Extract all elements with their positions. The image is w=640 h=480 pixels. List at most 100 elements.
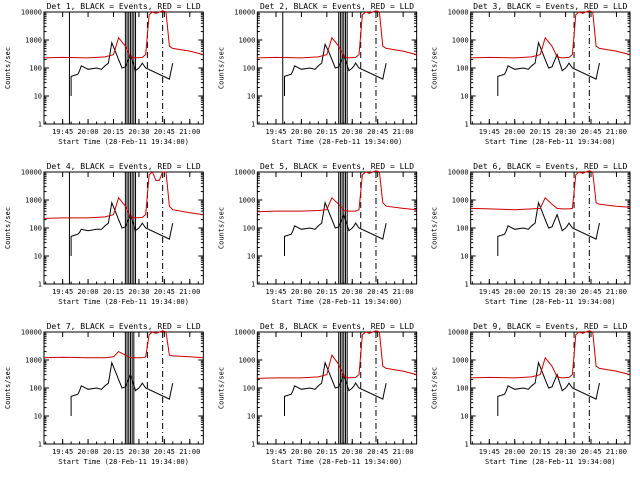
x-tick-label: 19:45 xyxy=(479,448,500,456)
y-tick-label: 10000 xyxy=(21,169,42,177)
plot-frame xyxy=(256,331,418,445)
y-tick-label: 1000 xyxy=(25,37,42,45)
series-lld-line xyxy=(43,171,204,219)
x-tick-label: 20:45 xyxy=(580,128,601,136)
plot-frame xyxy=(256,171,418,285)
plot-frame xyxy=(470,331,631,445)
x-tick-label: 19:45 xyxy=(479,128,500,136)
x-tick-label: 20:45 xyxy=(154,288,175,296)
panel-det-4: Det 4, BLACK = Events, RED = LLD 1 10 100 10… xyxy=(4,162,204,306)
x-tick-label: 20:00 xyxy=(78,128,99,136)
x-axis-label: Start Time (28-Feb-11 19:34:00) xyxy=(58,298,189,306)
x-tick-label: 20:00 xyxy=(504,448,525,456)
x-tick-label: 20:30 xyxy=(342,448,363,456)
series-lld-line xyxy=(470,170,631,211)
x-tick-label: 20:15 xyxy=(103,128,124,136)
panel-det-8: Det 8, BLACK = Events, RED = LLD 1 10 100 10… xyxy=(217,322,418,466)
series-lld-line xyxy=(257,330,417,379)
x-tick-label: 20:00 xyxy=(504,128,525,136)
y-tick-label: 100 xyxy=(29,385,42,393)
series-lld-line xyxy=(257,10,417,59)
plot-frame xyxy=(470,171,631,285)
y-axis-label: Counts/sec xyxy=(431,367,439,409)
x-tick-label: 20:30 xyxy=(555,128,576,136)
y-tick-label: 10000 xyxy=(448,329,469,337)
plot-frame xyxy=(43,171,204,285)
panel-title: Det 4, BLACK = Events, RED = LLD xyxy=(47,162,201,171)
y-tick-label: 1 xyxy=(251,441,255,449)
panel-title: Det 3, BLACK = Events, RED = LLD xyxy=(473,2,627,11)
y-axis-label: Counts/sec xyxy=(431,207,439,249)
y-tick-label: 10 xyxy=(460,93,468,101)
x-tick-label: 21:00 xyxy=(179,128,200,136)
x-tick-label: 20:15 xyxy=(316,448,337,456)
y-axis-label: Counts/sec xyxy=(4,47,12,89)
x-tick-label: 20:15 xyxy=(530,128,551,136)
x-tick-label: 20:00 xyxy=(291,288,312,296)
panel-det-5: Det 5, BLACK = Events, RED = LLD 1 10 100 10… xyxy=(217,162,418,306)
y-tick-label: 1 xyxy=(38,121,42,129)
panel-det-9: Det 9, BLACK = Events, RED = LLD 1 10 100 10… xyxy=(431,322,631,466)
x-axis-label: Start Time (28-Feb-11 19:34:00) xyxy=(272,458,403,466)
x-tick-label: 20:45 xyxy=(367,288,388,296)
x-tick-label: 20:30 xyxy=(128,288,149,296)
series-events-line xyxy=(497,200,600,256)
x-tick-label: 21:00 xyxy=(606,448,627,456)
x-tick-label: 20:45 xyxy=(580,288,601,296)
x-tick-label: 20:00 xyxy=(78,288,99,296)
x-axis-label: Start Time (28-Feb-11 19:34:00) xyxy=(58,458,189,466)
y-axis-label: Counts/sec xyxy=(4,207,12,249)
series-events-line xyxy=(70,200,174,256)
x-tick-label: 20:45 xyxy=(367,448,388,456)
x-tick-label: 19:45 xyxy=(52,448,73,456)
series-events-line xyxy=(70,360,174,416)
x-tick-label: 20:30 xyxy=(128,448,149,456)
x-tick-label: 20:30 xyxy=(128,128,149,136)
series-lld-line xyxy=(43,330,204,359)
y-tick-label: 100 xyxy=(29,65,42,73)
x-tick-label: 20:00 xyxy=(291,448,312,456)
x-tick-label: 19:45 xyxy=(265,288,286,296)
series-events-line xyxy=(497,40,600,96)
panel-title: Det 6, BLACK = Events, RED = LLD xyxy=(473,162,627,171)
y-tick-label: 10 xyxy=(34,93,42,101)
x-tick-label: 20:45 xyxy=(580,448,601,456)
y-tick-label: 1000 xyxy=(452,357,469,365)
series-lld-line xyxy=(257,170,417,213)
y-tick-label: 10000 xyxy=(21,329,42,337)
x-axis-label: Start Time (28-Feb-11 19:34:00) xyxy=(272,298,403,306)
y-axis-label: Counts/sec xyxy=(217,367,225,409)
y-tick-label: 10 xyxy=(247,413,255,421)
x-tick-label: 20:45 xyxy=(367,128,388,136)
y-tick-label: 1000 xyxy=(238,197,255,205)
x-tick-label: 20:30 xyxy=(342,288,363,296)
panel-title: Det 8, BLACK = Events, RED = LLD xyxy=(260,322,414,331)
series-events-line xyxy=(497,360,600,416)
panel-det-3: Det 3, BLACK = Events, RED = LLD 1 10 100 10… xyxy=(431,2,631,146)
series-events-line xyxy=(284,360,387,416)
panel-det-2: Det 2, BLACK = Events, RED = LLD 1 10 100 10… xyxy=(217,2,418,146)
panel-title: Det 7, BLACK = Events, RED = LLD xyxy=(47,322,201,331)
x-tick-label: 20:15 xyxy=(530,288,551,296)
y-tick-label: 1000 xyxy=(25,357,42,365)
y-tick-label: 10000 xyxy=(234,169,255,177)
x-tick-label: 19:45 xyxy=(52,128,73,136)
x-tick-label: 19:45 xyxy=(265,448,286,456)
series-events-line xyxy=(284,42,387,96)
x-tick-label: 19:45 xyxy=(52,288,73,296)
panel-det-7: Det 7, BLACK = Events, RED = LLD 1 10 100 10… xyxy=(4,322,204,466)
y-tick-label: 100 xyxy=(456,65,469,73)
y-tick-label: 10000 xyxy=(448,9,469,17)
y-tick-label: 10000 xyxy=(234,9,255,17)
x-tick-label: 19:45 xyxy=(265,128,286,136)
series-events-line xyxy=(284,200,387,256)
panel-title: Det 2, BLACK = Events, RED = LLD xyxy=(260,2,414,11)
series-events-line xyxy=(70,40,174,96)
y-tick-label: 100 xyxy=(243,225,256,233)
y-tick-label: 1 xyxy=(464,281,468,289)
x-axis-label: Start Time (28-Feb-11 19:34:00) xyxy=(58,138,189,146)
y-axis-label: Counts/sec xyxy=(4,367,12,409)
y-tick-label: 1 xyxy=(251,121,255,129)
x-axis-label: Start Time (28-Feb-11 19:34:00) xyxy=(485,138,616,146)
